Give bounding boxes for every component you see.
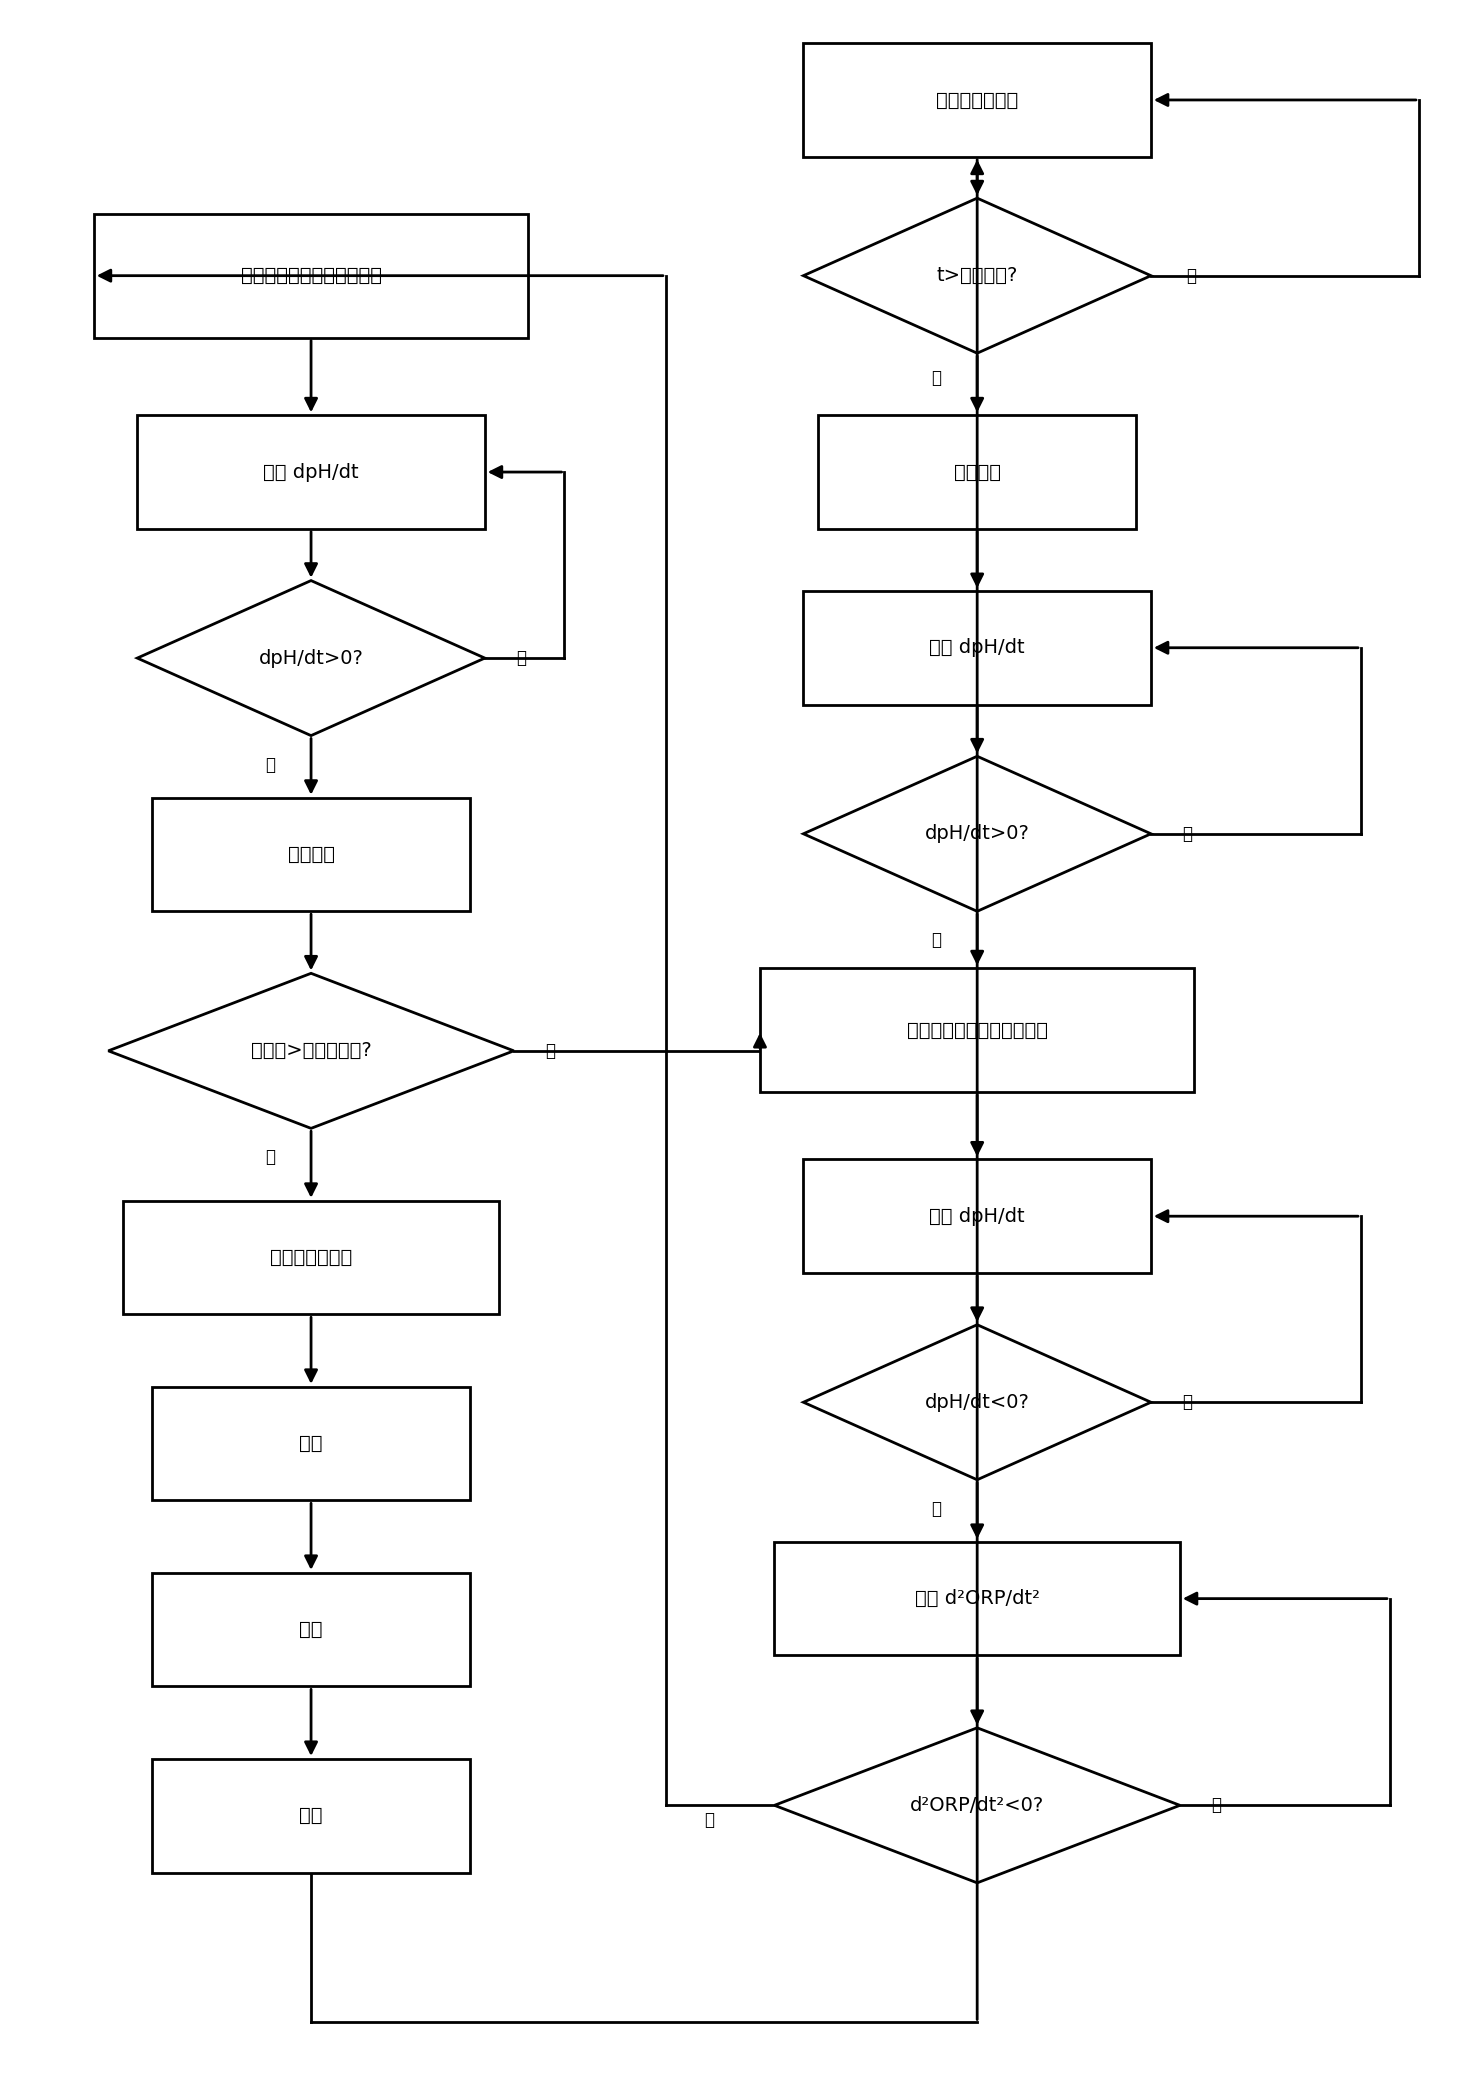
- Text: 是: 是: [266, 1149, 275, 1165]
- Text: 停止曝气: 停止曝气: [288, 845, 335, 864]
- Text: 是: 是: [931, 1500, 942, 1517]
- Text: 否: 否: [1183, 824, 1192, 843]
- Text: 是: 是: [705, 1810, 715, 1829]
- Text: 否: 否: [516, 649, 526, 668]
- FancyBboxPatch shape: [152, 1573, 471, 1686]
- FancyBboxPatch shape: [137, 416, 485, 529]
- FancyBboxPatch shape: [152, 797, 471, 911]
- Text: 检测 dpH/dt: 检测 dpH/dt: [930, 1207, 1025, 1226]
- Text: t>预设时间?: t>预设时间?: [937, 266, 1018, 285]
- FancyBboxPatch shape: [94, 214, 528, 337]
- Text: 闲置: 闲置: [300, 1806, 323, 1825]
- Polygon shape: [804, 755, 1151, 911]
- Text: 停止曝气，开始进水、搅拌: 停止曝气，开始进水、搅拌: [906, 1020, 1048, 1040]
- Text: 否: 否: [545, 1043, 556, 1059]
- Text: 否: 否: [1183, 1394, 1192, 1411]
- Text: 进水量>预处理水量?: 进水量>预处理水量?: [250, 1040, 371, 1061]
- Polygon shape: [137, 581, 485, 735]
- Text: dpH/dt>0?: dpH/dt>0?: [925, 824, 1029, 843]
- Text: 检测 dpH/dt: 检测 dpH/dt: [263, 462, 358, 481]
- FancyBboxPatch shape: [817, 416, 1136, 529]
- Text: 检测 dpH/dt: 检测 dpH/dt: [930, 639, 1025, 658]
- Polygon shape: [108, 974, 513, 1128]
- FancyBboxPatch shape: [804, 1159, 1151, 1274]
- Text: 沉淀: 沉淀: [300, 1434, 323, 1453]
- Text: 投加碳源、搅拌: 投加碳源、搅拌: [270, 1249, 352, 1267]
- Text: 否: 否: [1187, 266, 1196, 285]
- FancyBboxPatch shape: [152, 1758, 471, 1873]
- FancyBboxPatch shape: [760, 968, 1194, 1093]
- Text: 是: 是: [931, 930, 942, 949]
- Text: 排水: 排水: [300, 1621, 323, 1640]
- FancyBboxPatch shape: [123, 1201, 500, 1315]
- Text: 检测 d²ORP/dt²: 检测 d²ORP/dt²: [915, 1590, 1039, 1609]
- FancyBboxPatch shape: [804, 591, 1151, 705]
- Text: 是: 是: [931, 368, 942, 387]
- Polygon shape: [804, 1326, 1151, 1480]
- Text: dpH/dt<0?: dpH/dt<0?: [925, 1392, 1029, 1411]
- Text: dpH/dt>0?: dpH/dt>0?: [259, 649, 364, 668]
- Polygon shape: [804, 198, 1151, 354]
- Polygon shape: [775, 1727, 1180, 1883]
- FancyBboxPatch shape: [775, 1542, 1180, 1656]
- Text: 停止进水: 停止进水: [953, 462, 1000, 481]
- Text: 否: 否: [1211, 1796, 1221, 1815]
- Text: 是: 是: [266, 755, 275, 774]
- Text: 停止进水、搅拌，开始曝气: 停止进水、搅拌，开始曝气: [241, 266, 382, 285]
- FancyBboxPatch shape: [804, 44, 1151, 156]
- Text: 进水、曝气开始: 进水、曝气开始: [936, 89, 1019, 110]
- FancyBboxPatch shape: [152, 1386, 471, 1500]
- Text: d²ORP/dt²<0?: d²ORP/dt²<0?: [909, 1796, 1044, 1815]
